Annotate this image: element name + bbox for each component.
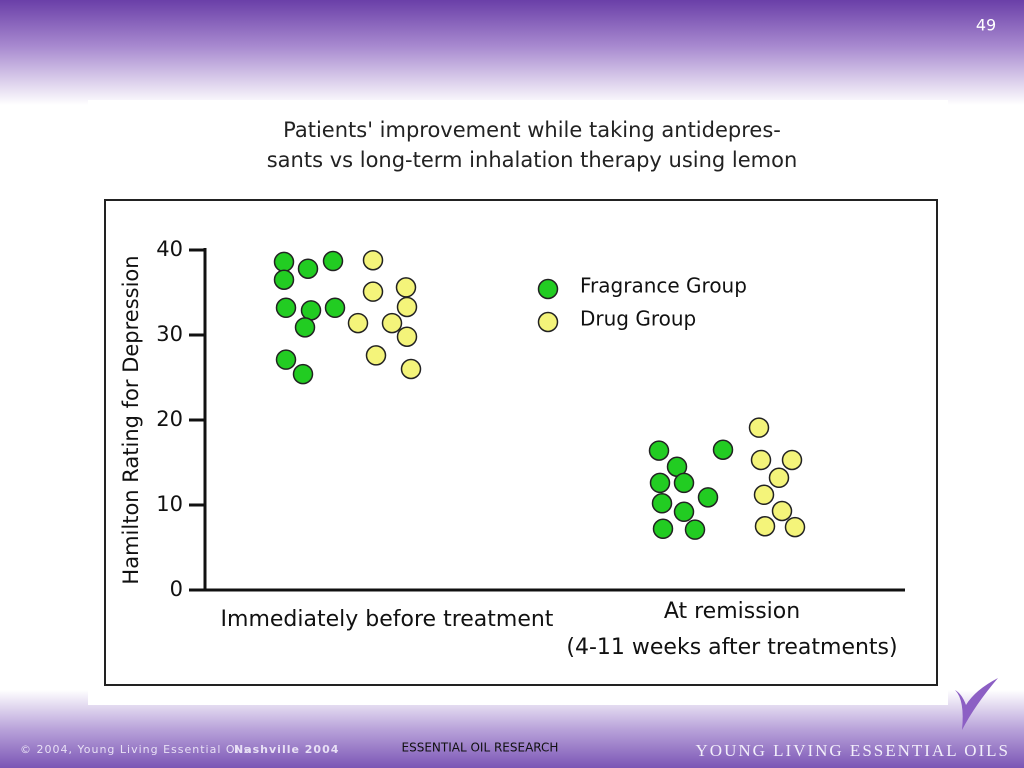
chart-title: Patients' improvement while taking antid… — [283, 118, 781, 142]
data-point — [754, 516, 776, 537]
data-point — [297, 258, 319, 279]
data-point — [381, 312, 403, 334]
data-point — [771, 500, 793, 522]
data-point — [768, 467, 790, 489]
data-point — [684, 519, 706, 540]
logo-leaf — [955, 678, 998, 730]
data-point — [750, 449, 772, 471]
logo — [955, 678, 998, 730]
footer-location: Nashville 2004 — [234, 743, 339, 756]
data-point — [365, 345, 387, 366]
data-point — [294, 317, 316, 338]
data-point — [781, 449, 803, 471]
chart-title: sants vs long-term inhalation therapy us… — [267, 148, 798, 172]
y-tick-label: 20 — [156, 407, 183, 431]
data-point — [362, 281, 384, 302]
x-category-label: At remission — [664, 599, 800, 624]
data-point — [753, 484, 775, 506]
data-point — [324, 297, 346, 319]
legend-label: Fragrance Group — [580, 274, 747, 298]
data-point — [292, 363, 314, 385]
data-point — [784, 516, 806, 538]
legend-marker — [537, 311, 559, 333]
data-point — [396, 326, 418, 347]
data-point — [275, 297, 297, 319]
top-band — [0, 0, 1024, 105]
data-point — [300, 300, 322, 321]
y-tick-label: 40 — [156, 237, 183, 261]
legend-marker — [537, 278, 559, 300]
x-category-sublabel: (4-11 weeks after treatments) — [566, 635, 897, 660]
data-point — [362, 249, 384, 271]
data-point — [652, 518, 674, 540]
footer-copyright: © 2004, Young Living Essential Oils — [20, 743, 250, 756]
footer-center: ESSENTIAL OIL RESEARCH — [402, 741, 559, 755]
data-point — [651, 493, 673, 514]
y-axis-label: Hamilton Rating for Depression — [119, 255, 143, 584]
data-point — [322, 250, 344, 272]
slide-number: 49 — [976, 16, 996, 35]
y-tick-label: 0 — [170, 577, 183, 601]
data-point — [347, 312, 369, 334]
data-point — [712, 439, 734, 460]
data-point — [648, 440, 670, 461]
data-point — [673, 472, 695, 494]
data-point — [273, 251, 295, 273]
data-point — [748, 417, 770, 438]
data-point — [275, 349, 297, 370]
data-point — [395, 277, 417, 298]
data-point — [649, 472, 671, 494]
x-category-label: Immediately before treatment — [221, 607, 554, 632]
data-point — [697, 487, 719, 508]
legend-label: Drug Group — [580, 307, 696, 331]
y-tick-label: 10 — [156, 492, 183, 516]
data-point — [673, 501, 695, 523]
y-tick-label: 30 — [156, 322, 183, 346]
chart-frame — [104, 199, 938, 686]
data-point — [396, 296, 418, 318]
data-point — [273, 269, 295, 290]
footer-brand: YOUNG LIVING ESSENTIAL OILS — [696, 741, 1010, 760]
data-point — [400, 358, 422, 380]
